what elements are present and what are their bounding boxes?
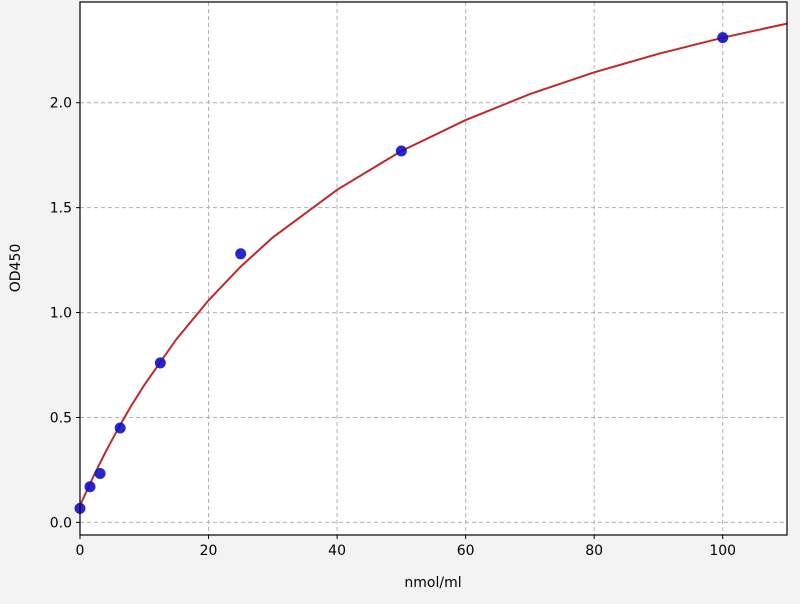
y-tick-label: 1.5 xyxy=(50,201,72,217)
axes-frame xyxy=(79,1,788,536)
x-tick-label: 80 xyxy=(585,543,603,559)
x-tick-label: 20 xyxy=(200,543,218,559)
x-tick-label: 0 xyxy=(76,543,85,559)
data-point xyxy=(717,32,729,44)
y-tick-label: 0.5 xyxy=(50,410,72,426)
y-axis-label: OD450 xyxy=(8,244,24,293)
grid-lines xyxy=(79,2,787,535)
y-tick-label: 0.0 xyxy=(50,515,72,531)
x-tick-label: 60 xyxy=(457,543,475,559)
data-point xyxy=(84,481,96,493)
data-points xyxy=(74,32,729,514)
data-point xyxy=(114,422,126,434)
data-point xyxy=(154,357,166,369)
data-point xyxy=(235,248,247,260)
x-tick-label: 100 xyxy=(709,543,736,559)
y-tick-label: 1.0 xyxy=(50,306,72,322)
data-point xyxy=(395,145,407,157)
plot-area xyxy=(80,2,787,535)
ticks: 0 20 40 60 80 100 0.0 0.5 1.0 1.5 2.0 xyxy=(50,96,736,559)
data-point xyxy=(94,468,106,480)
x-tick-label: 40 xyxy=(328,543,346,559)
x-axis-label: nmol/ml xyxy=(404,575,461,591)
y-tick-label: 2.0 xyxy=(50,96,72,112)
